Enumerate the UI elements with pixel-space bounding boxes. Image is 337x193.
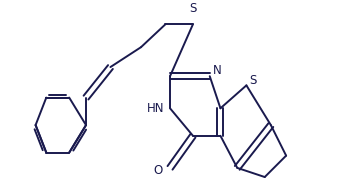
Text: S: S xyxy=(189,2,196,15)
Text: S: S xyxy=(249,74,257,87)
Text: N: N xyxy=(213,64,222,77)
Text: HN: HN xyxy=(147,102,164,115)
Text: O: O xyxy=(154,164,163,177)
